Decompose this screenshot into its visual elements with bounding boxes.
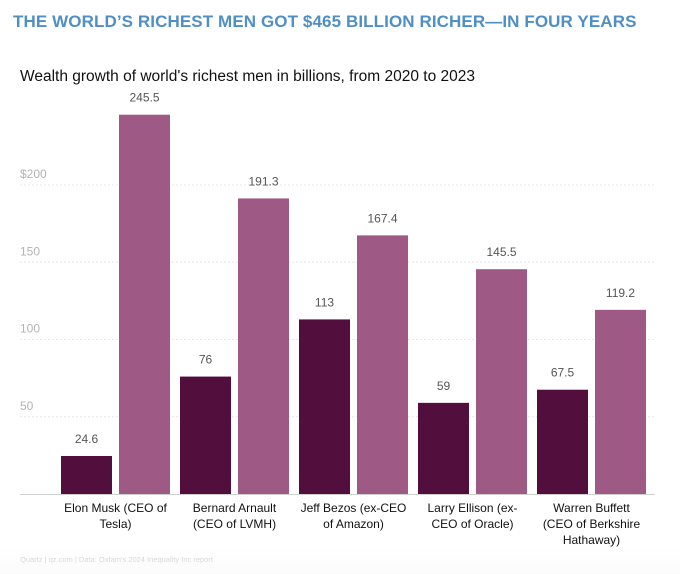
data-label-arnault-2020: 76 <box>199 353 213 367</box>
bars <box>61 114 646 494</box>
y-tick-label-200: $200 <box>20 167 47 181</box>
y-tick-label-150: 150 <box>20 244 40 258</box>
bar-ellison-2023 <box>476 269 527 494</box>
category-label-musk: Elon Musk (CEO of Tesla) <box>64 501 167 531</box>
bar-musk-2023 <box>119 114 170 494</box>
y-tick-label-50: 50 <box>20 399 34 413</box>
bar-bezos-2020 <box>299 319 350 494</box>
bar-musk-2020 <box>61 455 112 494</box>
data-label-buffett-2023: 119.2 <box>606 286 635 300</box>
bar-buffett-2020 <box>537 389 588 494</box>
data-labels: 24.6 76 113 59 67.5 245.5 191.3 167.4 145.5 119.2 <box>75 91 636 446</box>
data-label-bezos-2023: 167.4 <box>367 211 397 225</box>
source-credit: Quartz | qz.com | Data: Oxfam's 2024 Ine… <box>20 555 213 564</box>
data-label-arnault-2023: 191.3 <box>248 174 278 188</box>
bar-arnault-2020 <box>180 376 231 494</box>
category-label-buffett: Warren Buffett (CEO of Berkshire Hathawa… <box>542 501 641 547</box>
data-label-musk-2023: 245.5 <box>129 91 159 105</box>
bar-ellison-2020 <box>418 402 469 494</box>
category-label-ellison: Larry Ellison (ex- CEO of Oracle) <box>427 501 518 531</box>
chart-title: Wealth growth of world's richest men in … <box>20 68 475 85</box>
data-label-musk-2020: 24.6 <box>75 432 99 446</box>
bar-bezos-2023 <box>357 235 408 494</box>
bar-buffett-2023 <box>595 309 646 494</box>
data-label-buffett-2020: 67.5 <box>551 366 575 380</box>
bar-arnault-2023 <box>238 198 289 494</box>
headline: THE WORLD’S RICHEST MEN GOT $465 BILLION… <box>13 12 637 31</box>
data-label-ellison-2023: 145.5 <box>486 245 516 259</box>
category-label-arnault: Bernard Arnault (CEO of LVMH) <box>192 501 277 531</box>
y-axis-ticks: 50 100 150 $200 <box>20 167 47 413</box>
data-label-bezos-2020: 113 <box>315 295 334 309</box>
category-label-bezos: Jeff Bezos (ex-CEO of Amazon) <box>300 501 407 531</box>
data-label-ellison-2020: 59 <box>437 379 451 393</box>
y-tick-label-100: 100 <box>20 322 40 336</box>
